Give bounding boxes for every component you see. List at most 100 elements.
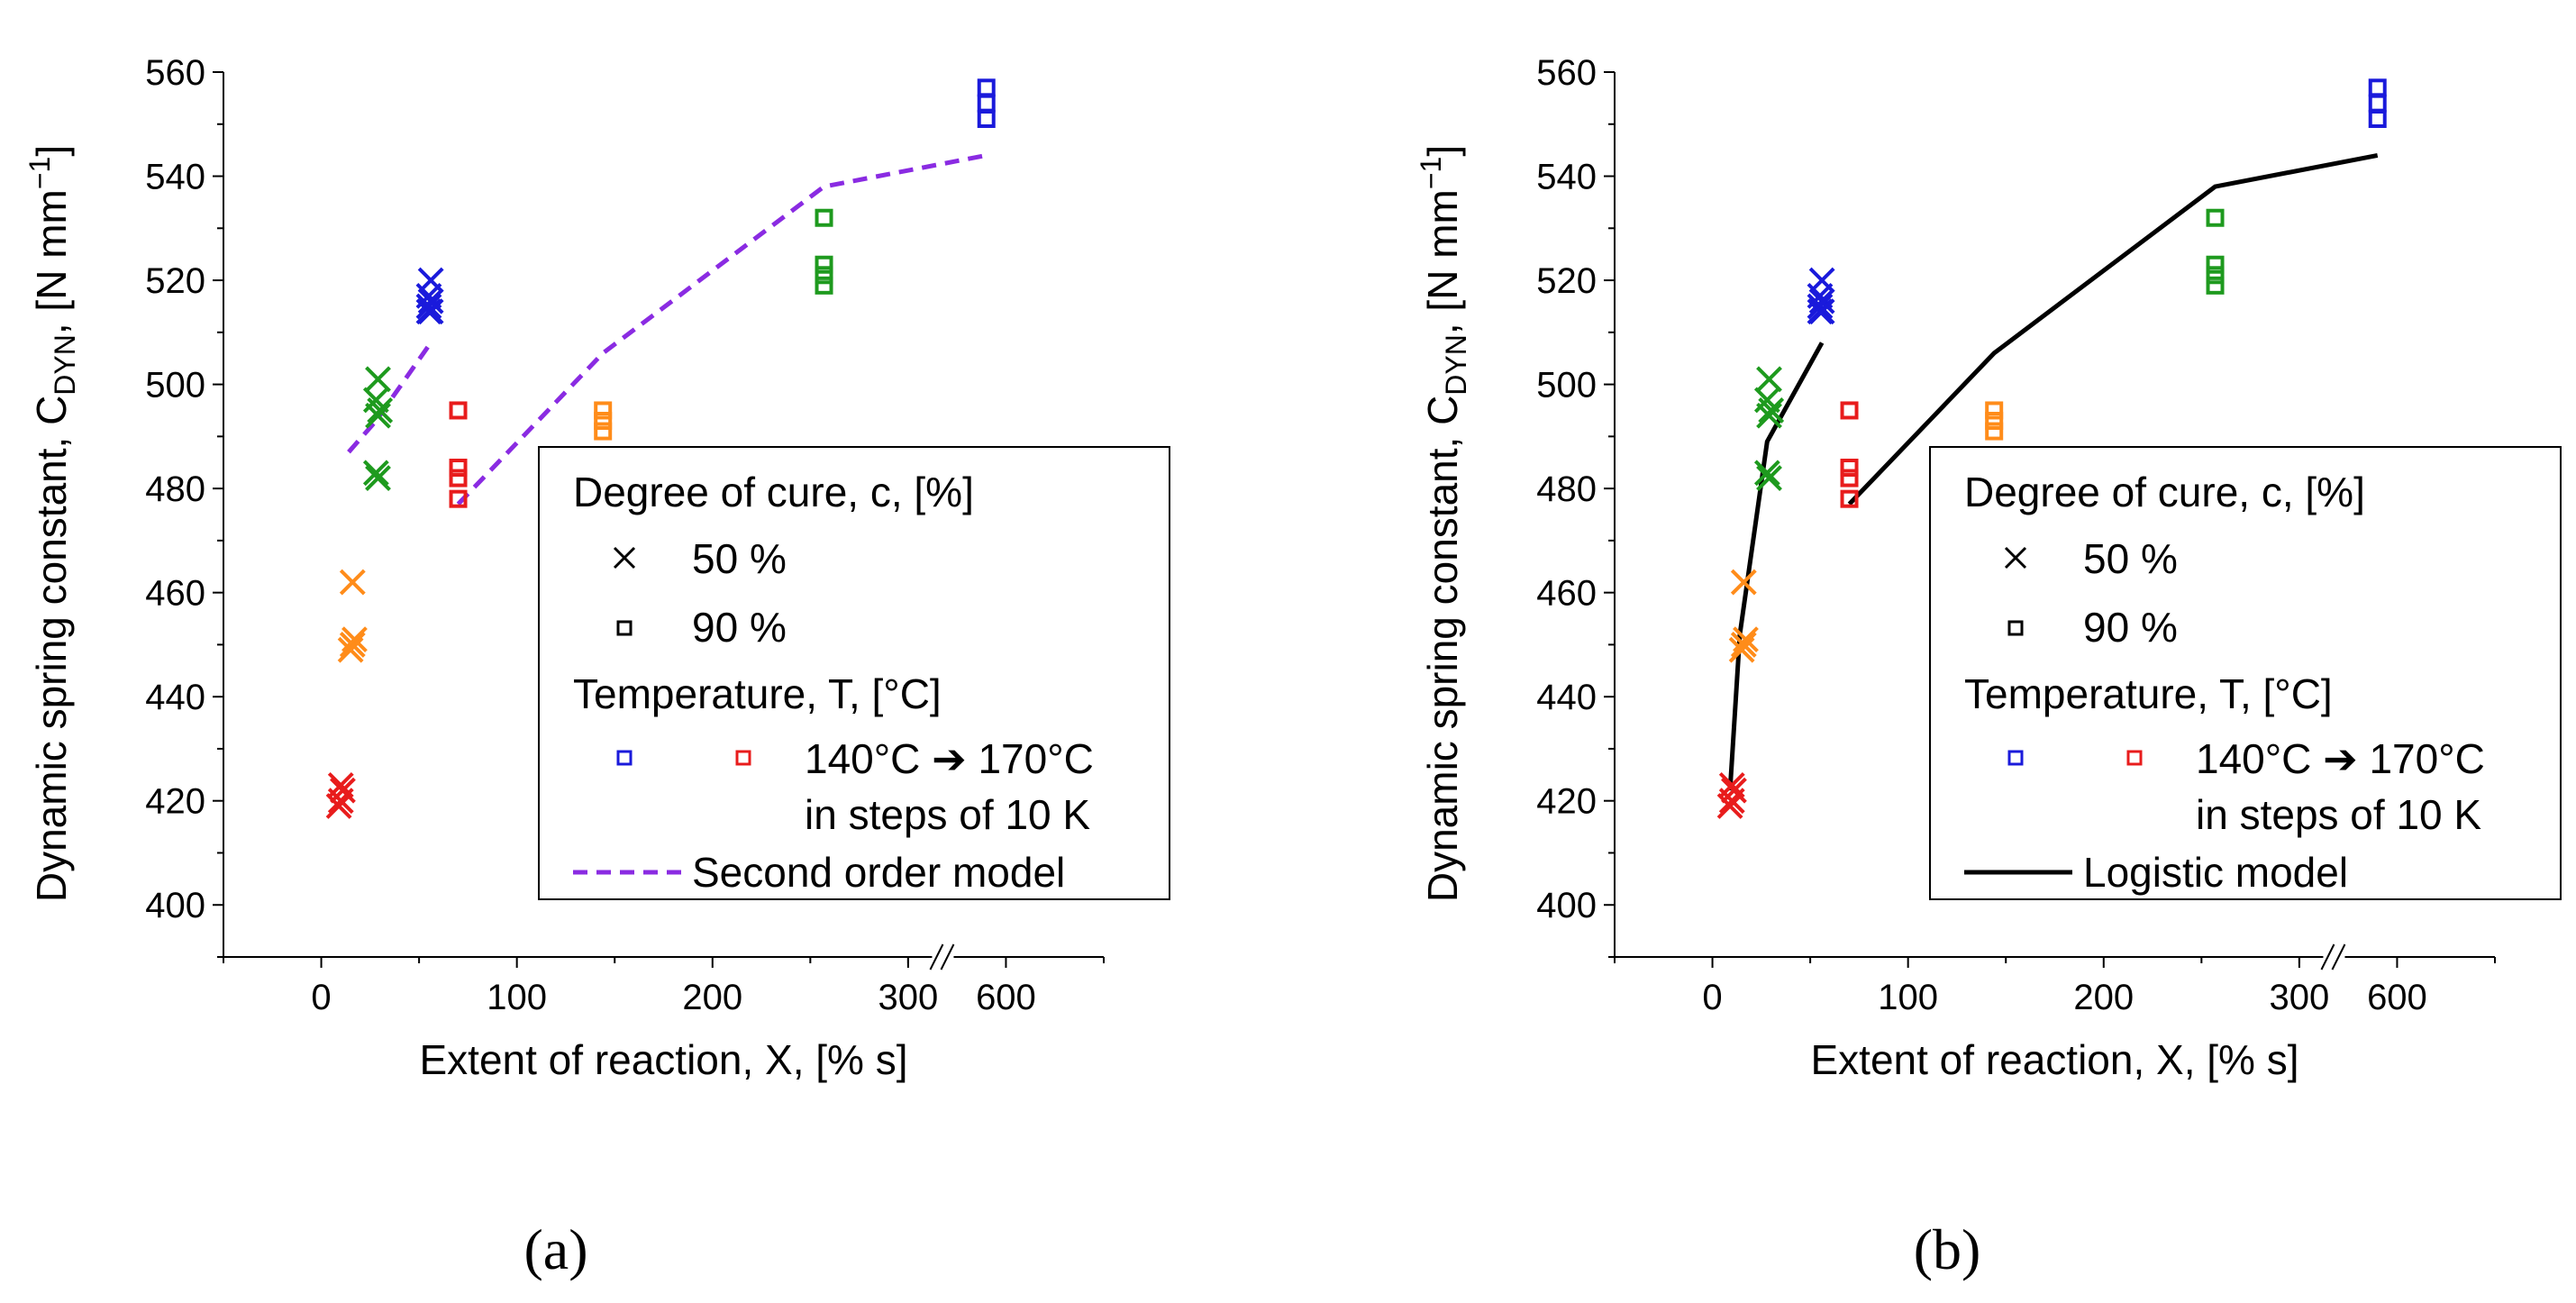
data-point-square bbox=[1985, 422, 2004, 441]
legend-model-label: Second order model bbox=[692, 849, 1065, 896]
data-point-x bbox=[1721, 777, 1747, 804]
x-tick-label: 200 bbox=[2073, 978, 2134, 1017]
legend-marker-square bbox=[616, 620, 633, 636]
y-tick-label: 420 bbox=[1536, 782, 1597, 822]
legend-marker-170 bbox=[2126, 750, 2143, 766]
data-point-square bbox=[449, 459, 468, 478]
y-tick-label: 480 bbox=[1536, 469, 1597, 509]
data-point-square bbox=[2368, 94, 2387, 113]
model-line bbox=[1727, 342, 1825, 791]
data-point-x bbox=[362, 460, 389, 487]
data-point-x bbox=[1733, 626, 1759, 653]
y-axis-title-superscript: −1 bbox=[1415, 157, 1447, 189]
legend-cure-90: 90 % bbox=[2083, 604, 2178, 651]
data-point-x bbox=[339, 569, 366, 596]
x-tick-label: 300 bbox=[878, 978, 939, 1017]
legend-temp-steps: in steps of 10 K bbox=[805, 791, 1090, 838]
data-point-x bbox=[325, 793, 352, 819]
legend-box bbox=[1929, 446, 2562, 900]
model-line bbox=[347, 341, 433, 454]
data-point-x bbox=[365, 366, 391, 393]
axis-break-mark bbox=[929, 943, 944, 970]
x-tick-label: 100 bbox=[1878, 978, 1938, 1017]
x-tick-label: 0 bbox=[1702, 978, 1722, 1017]
y-tick-label: 460 bbox=[1536, 574, 1597, 614]
data-point-square bbox=[449, 401, 468, 420]
axis-break-mark bbox=[940, 943, 955, 970]
data-point-x bbox=[1756, 402, 1782, 429]
data-point-x bbox=[1808, 287, 1835, 314]
legend-marker-140 bbox=[616, 750, 633, 766]
y-axis-title: Dynamic spring constant, CDYN, [N mm−1] bbox=[23, 145, 81, 902]
legend-cure-90: 90 % bbox=[692, 604, 787, 651]
y-tick-label: 460 bbox=[145, 574, 205, 614]
x-tick-label: 0 bbox=[311, 978, 331, 1017]
data-point-x bbox=[1756, 366, 1782, 393]
y-tick-label: 480 bbox=[145, 469, 205, 509]
panel-label: (a) bbox=[523, 1217, 587, 1281]
legend-title-cure: Degree of cure, c, [%] bbox=[1964, 469, 2365, 515]
legend-marker-square bbox=[2007, 620, 2024, 636]
data-point-square bbox=[1985, 412, 2004, 431]
y-axis-title-subscript: DYN bbox=[49, 334, 81, 396]
x-tick-label: 600 bbox=[976, 978, 1036, 1017]
data-point-square bbox=[815, 255, 833, 274]
legend: Degree of cure, c, [%] 50 % 90 % Temperatur… bbox=[1929, 446, 2562, 900]
chart-panel-a: 400 420 440 460 480 500 520 540 560 0 100 200 300 600… bbox=[23, 53, 1170, 1281]
data-point-x bbox=[1807, 293, 1834, 320]
y-tick-label: 420 bbox=[145, 782, 205, 822]
y-tick-label: 540 bbox=[1536, 158, 1597, 197]
data-point-x bbox=[327, 771, 354, 798]
data-point-x bbox=[1730, 569, 1757, 596]
data-point-square bbox=[977, 109, 996, 128]
legend-marker-170 bbox=[735, 750, 751, 766]
data-point-square bbox=[2206, 208, 2225, 227]
y-tick-label: 500 bbox=[1536, 366, 1597, 405]
legend-cure-50: 50 % bbox=[692, 535, 787, 582]
data-point-square bbox=[449, 469, 468, 487]
y-tick-label: 560 bbox=[1536, 53, 1597, 93]
y-tick-label: 400 bbox=[1536, 886, 1597, 925]
data-point-x bbox=[330, 777, 356, 804]
legend: Degree of cure, c, [%] 50 % 90 % Temperatur… bbox=[538, 446, 1170, 900]
axis-break-mark bbox=[2320, 943, 2335, 970]
y-axis-title-unit: , [N mm bbox=[28, 189, 75, 334]
y-axis-title-main: Dynamic spring constant, C bbox=[28, 396, 75, 902]
y-tick-label: 400 bbox=[145, 886, 205, 925]
data-point-square bbox=[2206, 255, 2225, 274]
axis-break-mark bbox=[2331, 943, 2346, 970]
legend-cure-50: 50 % bbox=[2083, 535, 2178, 582]
data-point-x bbox=[1716, 793, 1743, 819]
data-point-x bbox=[415, 298, 442, 325]
y-tick-label: 560 bbox=[145, 53, 205, 93]
data-point-x bbox=[341, 626, 368, 653]
x-tick-label: 600 bbox=[2367, 978, 2427, 1017]
data-point-x bbox=[1718, 771, 1745, 798]
data-point-square bbox=[594, 412, 613, 431]
x-tick-label: 100 bbox=[487, 978, 547, 1017]
y-axis-title-main: Dynamic spring constant, C bbox=[1419, 396, 1466, 902]
data-point-square bbox=[1840, 401, 1859, 420]
data-point-square bbox=[1985, 401, 2004, 420]
data-point-square bbox=[594, 401, 613, 420]
data-point-x bbox=[415, 293, 442, 320]
y-axis-title-subscript: DYN bbox=[1440, 334, 1472, 396]
legend-temp-range: 140°C ➔ 170°C bbox=[805, 735, 1094, 782]
data-point-square bbox=[2368, 78, 2387, 97]
y-tick-label: 440 bbox=[1536, 678, 1597, 717]
legend-marker-x bbox=[2004, 546, 2027, 569]
chart-panel-b: 400 420 440 460 480 500 520 540 560 0 100 200 300 600… bbox=[1415, 53, 2562, 1281]
data-point-x bbox=[339, 631, 366, 658]
data-point-x bbox=[1753, 460, 1780, 487]
data-point-square bbox=[815, 208, 833, 227]
legend-marker-140 bbox=[2007, 750, 2024, 766]
data-point-square bbox=[977, 78, 996, 97]
data-point-square bbox=[2206, 266, 2225, 285]
data-point-x bbox=[1758, 397, 1785, 424]
data-point-x bbox=[1730, 631, 1757, 658]
legend-title-cure: Degree of cure, c, [%] bbox=[573, 469, 974, 515]
legend-box bbox=[538, 446, 1170, 900]
data-point-x bbox=[1807, 298, 1834, 325]
x-axis-title: Extent of reaction, X, [% s] bbox=[419, 1036, 907, 1083]
